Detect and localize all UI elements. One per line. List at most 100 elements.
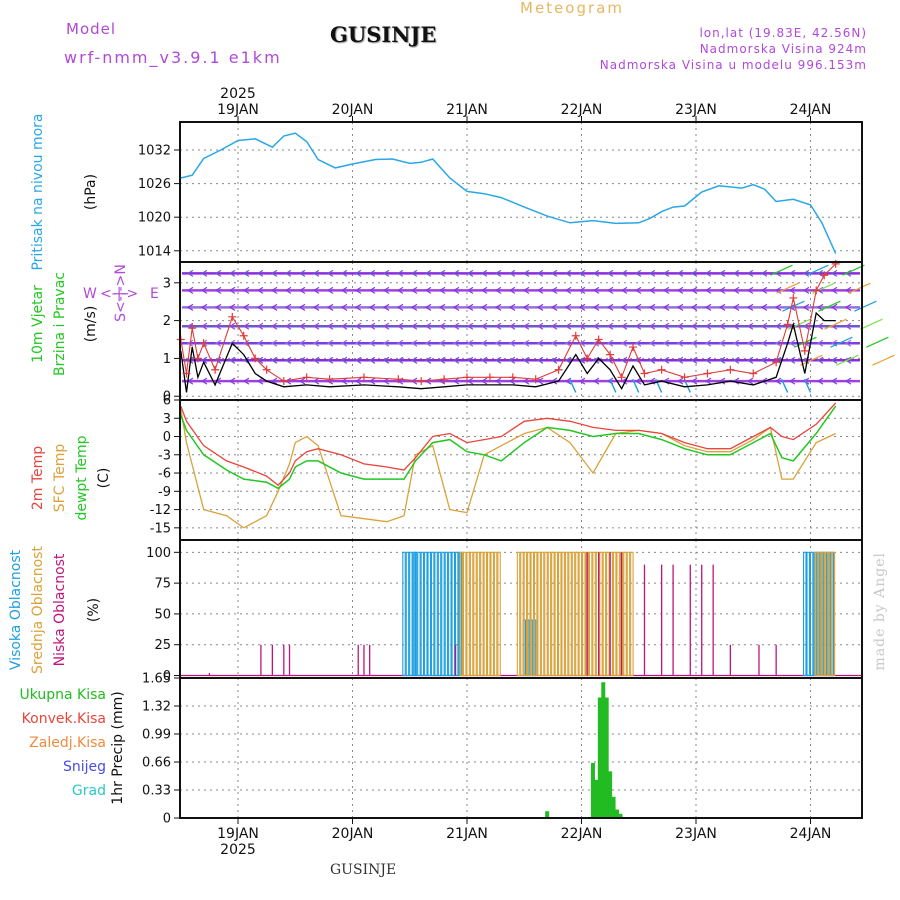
- high-cloud-bar: [448, 551, 452, 677]
- wind-gust-marker: [583, 354, 592, 363]
- wind-barb-fan: [866, 336, 889, 348]
- wind-barb-arrow: [676, 356, 684, 364]
- wind-barb-arrow: [396, 322, 404, 330]
- precip-bar: [614, 809, 619, 818]
- wind-barb-arrow: [522, 377, 530, 385]
- mid-cloud-bar: [606, 551, 610, 677]
- wind-barb-arrow: [494, 286, 502, 294]
- wind-axis-label-2: Brzina i Pravac: [52, 272, 68, 376]
- wind-barb-arrow: [592, 322, 600, 330]
- wind-barb-arrow: [424, 356, 432, 364]
- wind-barb-arrow: [256, 286, 264, 294]
- precip-legend-item: Snijeg: [63, 759, 106, 775]
- cloud-axis-label-2: Srednja Oblacnost: [30, 546, 46, 674]
- wind-gust-marker: [800, 346, 809, 355]
- bottom-date-label: 20JAN: [332, 826, 374, 842]
- wind-barb-arrow: [410, 339, 418, 347]
- wind-gust-marker: [571, 331, 580, 340]
- wind-barb-arrow: [242, 356, 250, 364]
- pressure-unit-label: (hPa): [83, 174, 99, 210]
- wind-barb-fan: [776, 282, 799, 294]
- wind-barb-arrow: [816, 377, 824, 385]
- wind-barb-arrow: [466, 356, 474, 364]
- mid-cloud-bar: [824, 551, 829, 677]
- wind-barb-arrow: [830, 269, 838, 277]
- wind-barb-arrow: [312, 356, 320, 364]
- wind-barb-arrow: [676, 377, 684, 385]
- cloud-axis-label-1: Visoka Oblacnost: [8, 549, 24, 670]
- wind-barb-arrow: [718, 322, 726, 330]
- labels-layer: 19JAN 19JAN 20JAN 20JAN 21JAN 21JAN 22JAN 22JAN…: [8, 102, 831, 842]
- temp-axis-label-2: SFC Temp: [52, 444, 68, 513]
- cloud-tick-label: 50: [154, 607, 171, 622]
- wind-barb-arrow: [732, 269, 740, 277]
- wind-barb-arrow: [186, 339, 194, 347]
- wind-gust-marker: [193, 354, 202, 363]
- wind-gust-marker: [617, 373, 626, 382]
- wind-barb-arrow: [424, 269, 432, 277]
- wind-barb-arrow: [522, 356, 530, 364]
- wind-gust-marker: [440, 375, 449, 384]
- wind-barb-arrow: [200, 356, 208, 364]
- wind-gust-marker: [485, 373, 494, 382]
- wind-barb-arrow: [438, 356, 446, 364]
- wind-barb-arrow: [298, 339, 306, 347]
- wind-barb-tail: [569, 378, 577, 393]
- mid-cloud-bar: [466, 551, 470, 677]
- wind-barb-arrow: [550, 377, 558, 385]
- wind-barb-tail: [803, 378, 812, 393]
- wind-barb-arrow: [312, 377, 320, 385]
- temperature-tick-label: -15: [150, 521, 171, 536]
- wind-compass-w: W: [83, 286, 97, 302]
- wind-barb-arrow: [508, 303, 516, 311]
- high-cloud-bar: [441, 551, 445, 677]
- cloud-axis-label-3: Niska Oblacnost: [52, 553, 68, 666]
- wind-barb-arrow: [592, 286, 600, 294]
- wind-barb-arrow: [284, 269, 292, 277]
- wind-barb-arrow: [816, 322, 824, 330]
- wind-barb-arrow: [242, 303, 250, 311]
- wind-barb-arrow: [228, 269, 236, 277]
- wind-barb-arrow: [354, 339, 362, 347]
- cloud-tick-label: 25: [154, 638, 171, 653]
- precip-tick-label: 0: [163, 812, 171, 827]
- wind-barb-arrow: [802, 286, 810, 294]
- wind-barb-arrow: [228, 339, 236, 347]
- wind-barb-arrow: [620, 322, 628, 330]
- wind-barb-tail: [683, 378, 691, 393]
- wind-barb-arrow: [452, 339, 460, 347]
- wind-barb-fan: [806, 264, 829, 276]
- wind-barb-arrow: [732, 339, 740, 347]
- wind-gust-marker: [325, 375, 334, 384]
- wind-barb-arrow: [732, 322, 740, 330]
- pressure-line: [180, 132, 837, 254]
- wind-barb-arrow: [270, 377, 278, 385]
- precip-bar: [608, 771, 613, 818]
- wind-barb-arrow: [648, 356, 656, 364]
- wind-barb-arrow: [522, 269, 530, 277]
- wind-barb-arrow: [634, 303, 642, 311]
- mid-cloud-bar: [599, 551, 603, 677]
- wind-barb-arrow: [494, 377, 502, 385]
- wind-barb-arrow: [536, 286, 544, 294]
- mid-cloud-bar: [497, 551, 501, 677]
- temp-unit-label: (C): [96, 468, 112, 489]
- wind-barb-arrow: [242, 286, 250, 294]
- wind-barb-arrow: [480, 377, 488, 385]
- wind-gust-marker: [279, 377, 288, 386]
- wind-barb-tail: [632, 378, 640, 393]
- mid-cloud-bar: [623, 551, 627, 677]
- temperature-tick-label: 0: [163, 430, 171, 445]
- wind-barb-arrow: [438, 269, 446, 277]
- wind-gust-marker: [302, 373, 311, 382]
- wind-barb-arrow: [326, 286, 334, 294]
- wind-barb-arrow: [536, 269, 544, 277]
- mid-cloud-bar: [493, 551, 498, 677]
- wind-compass-e: E: [150, 286, 159, 302]
- wind-barb-arrow: [620, 286, 628, 294]
- wind-barb-arrow: [340, 339, 348, 347]
- mid-cloud-bar: [520, 551, 524, 677]
- wind-gust-marker: [463, 373, 471, 382]
- wind-barb-arrow: [564, 356, 572, 364]
